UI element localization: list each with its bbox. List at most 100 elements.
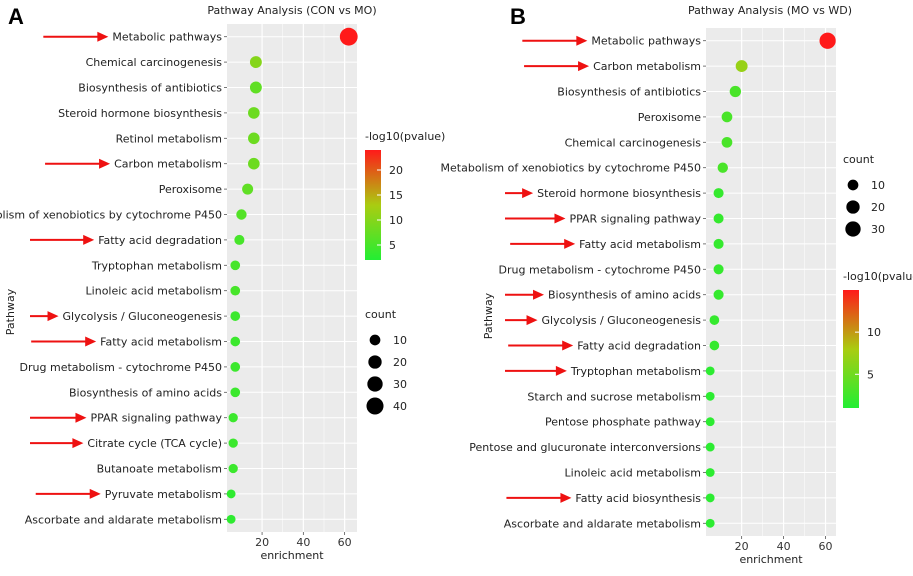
size-legend-tick: 20 xyxy=(393,356,407,369)
y-tick-label: Pyruvate metabolism xyxy=(105,488,222,501)
size-legend-tick: 30 xyxy=(871,223,885,236)
plot-background xyxy=(706,28,836,536)
y-tick-label: Linoleic acid metabolism xyxy=(565,467,701,480)
data-point xyxy=(713,238,724,249)
data-point xyxy=(248,157,260,170)
y-tick-label: Linoleic acid metabolism xyxy=(86,285,222,298)
color-legend-tick: 10 xyxy=(389,214,403,227)
color-legend-tick: 10 xyxy=(867,326,881,339)
data-point xyxy=(248,107,260,119)
data-point xyxy=(248,132,260,145)
size-legend-dot xyxy=(846,200,860,214)
x-axis-label: enrichment xyxy=(260,549,324,562)
data-point xyxy=(713,289,724,300)
size-legend-dot xyxy=(847,179,859,191)
x-axis-label: enrichment xyxy=(739,553,803,566)
chart-panel-a: A Pathway Analysis (CON vs MO) Metabolic p… xyxy=(0,4,445,562)
data-point xyxy=(228,463,238,474)
y-tick-label: Ascorbate and aldarate metabolism xyxy=(25,513,222,526)
data-point xyxy=(230,260,241,271)
color-legend-title: -log10(pvalue) xyxy=(843,270,913,283)
data-point xyxy=(249,81,262,94)
data-point xyxy=(729,85,742,98)
color-legend-tick: 20 xyxy=(389,164,403,177)
data-point xyxy=(230,336,241,347)
chart-title: Pathway Analysis (CON vs MO) xyxy=(207,4,376,17)
highlight-arrow xyxy=(35,488,101,499)
data-point xyxy=(230,362,241,372)
size-legend-dot xyxy=(366,397,384,415)
y-tick-label: Tryptophan metabolism xyxy=(91,259,222,272)
color-legend-title: -log10(pvalue) xyxy=(365,130,445,143)
data-point xyxy=(234,234,245,245)
chart-title: Pathway Analysis (MO vs WD) xyxy=(688,4,852,17)
data-point xyxy=(230,311,241,321)
size-legend-title: count xyxy=(843,153,875,166)
highlight-arrow xyxy=(506,492,572,503)
color-legend-tick: 5 xyxy=(389,239,396,252)
data-point xyxy=(705,493,715,503)
y-tick-label: Biosynthesis of antibiotics xyxy=(557,86,701,99)
data-point xyxy=(721,111,733,123)
data-point xyxy=(228,413,238,423)
y-axis-label: Pathway xyxy=(4,288,17,335)
size-legend-tick: 10 xyxy=(393,334,407,347)
y-tick-label: Glycolysis / Gluconeogenesis xyxy=(542,314,702,327)
y-tick-label: Tryptophan metabolism xyxy=(570,365,701,378)
data-point xyxy=(709,315,720,325)
data-point xyxy=(228,438,238,448)
x-tick-label: 40 xyxy=(296,536,310,549)
y-tick-label: Citrate cycle (TCA cycle) xyxy=(87,437,222,450)
x-tick-label: 20 xyxy=(255,536,269,549)
y-tick-label: Peroxisome xyxy=(159,183,222,196)
highlight-arrow xyxy=(508,340,574,351)
color-scale-bar xyxy=(365,150,381,260)
highlight-arrow xyxy=(505,213,566,224)
data-point xyxy=(819,32,836,49)
highlight-arrow xyxy=(43,31,109,42)
data-point xyxy=(717,162,728,173)
chart-panel-b: B Pathway Analysis (MO vs WD) Metabolic pa… xyxy=(441,4,913,566)
data-point xyxy=(713,213,724,224)
y-tick-label: Fatty acid metabolism xyxy=(579,238,701,251)
y-tick-label: Biosynthesis of antibiotics xyxy=(78,82,222,95)
y-tick-label: Biosynthesis of amino acids xyxy=(548,289,701,302)
data-point xyxy=(226,514,236,524)
size-legend-tick: 30 xyxy=(393,378,407,391)
y-tick-label: Pentose and glucuronate interconversions xyxy=(469,441,701,454)
data-point xyxy=(705,468,715,477)
highlight-arrow xyxy=(31,336,97,347)
data-point xyxy=(705,518,715,528)
x-tick-label: 20 xyxy=(735,540,749,553)
size-legend-tick: 40 xyxy=(393,400,407,413)
panel-letter: B xyxy=(510,4,526,29)
y-tick-label: Carbon metabolism xyxy=(114,158,222,171)
y-tick-label: Peroxisome xyxy=(638,111,701,124)
y-tick-label: Metabolic pathways xyxy=(591,35,701,48)
size-legend: count 10 20 30 40 xyxy=(365,308,407,415)
y-tick-label: Drug metabolism - cytochrome P450 xyxy=(20,361,222,374)
size-legend-tick: 20 xyxy=(871,201,885,214)
highlight-arrow xyxy=(30,234,95,245)
data-point xyxy=(249,56,262,69)
y-tick-label: Chemical carcinogenesis xyxy=(565,136,702,149)
y-tick-label: Fatty acid degradation xyxy=(577,340,701,353)
y-tick-label: Retinol metabolism xyxy=(116,132,222,145)
size-legend-tick: 10 xyxy=(871,179,885,192)
y-tick-label: Carbon metabolism xyxy=(593,60,701,73)
data-point xyxy=(705,442,715,452)
color-scale-bar xyxy=(843,290,859,408)
data-point xyxy=(721,136,733,148)
y-tick-label: PPAR signaling pathway xyxy=(90,412,222,425)
data-point xyxy=(713,188,724,199)
data-point xyxy=(339,27,358,46)
data-point xyxy=(242,183,254,195)
color-legend-tick: 5 xyxy=(867,368,874,381)
highlight-arrow xyxy=(505,188,534,199)
y-tick-label: Steroid hormone biosynthesis xyxy=(537,187,701,200)
y-tick-label: Drug metabolism - cytochrome P450 xyxy=(499,263,701,276)
panel-letter: A xyxy=(8,4,24,29)
y-tick-label: Metabolism of xenobiotics by cytochrome … xyxy=(441,162,701,175)
x-tick-label: 60 xyxy=(338,536,352,549)
